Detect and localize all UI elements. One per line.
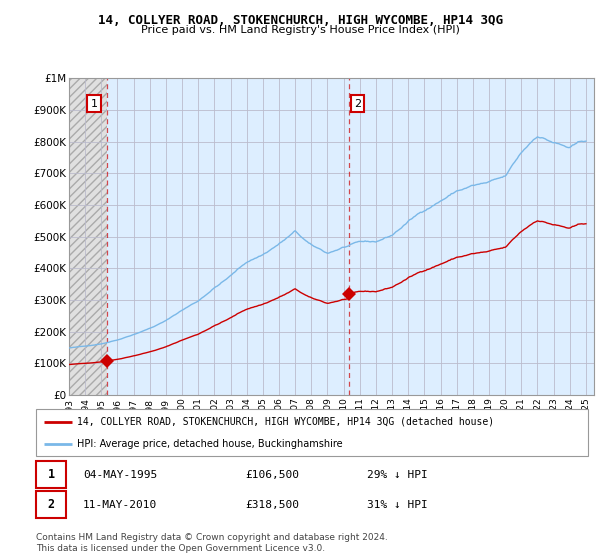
Text: £106,500: £106,500 [246,470,300,479]
Text: 04-MAY-1995: 04-MAY-1995 [83,470,157,479]
Text: £318,500: £318,500 [246,500,300,510]
Text: Contains HM Land Registry data © Crown copyright and database right 2024.
This d: Contains HM Land Registry data © Crown c… [36,533,388,553]
Text: 14, COLLYER ROAD, STOKENCHURCH, HIGH WYCOMBE, HP14 3QG: 14, COLLYER ROAD, STOKENCHURCH, HIGH WYC… [97,14,503,27]
Text: 2: 2 [47,498,55,511]
Text: 14, COLLYER ROAD, STOKENCHURCH, HIGH WYCOMBE, HP14 3QG (detached house): 14, COLLYER ROAD, STOKENCHURCH, HIGH WYC… [77,417,494,427]
Text: 1: 1 [91,99,97,109]
Bar [69,78,107,395]
Text: 11-MAY-2010: 11-MAY-2010 [83,500,157,510]
Text: 31% ↓ HPI: 31% ↓ HPI [367,500,428,510]
Bar [36,461,67,488]
Bar [36,492,67,518]
Text: 2: 2 [354,99,361,109]
Text: HPI: Average price, detached house, Buckinghamshire: HPI: Average price, detached house, Buck… [77,438,343,449]
Text: Price paid vs. HM Land Registry's House Price Index (HPI): Price paid vs. HM Land Registry's House … [140,25,460,35]
Text: 1: 1 [47,468,55,481]
Text: 29% ↓ HPI: 29% ↓ HPI [367,470,428,479]
